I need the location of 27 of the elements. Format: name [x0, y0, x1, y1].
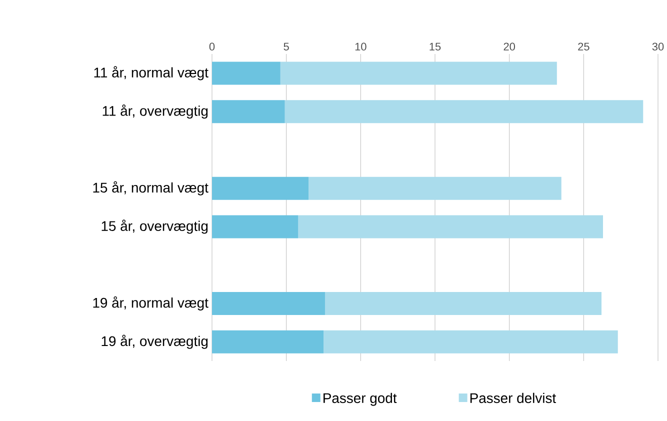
legend-label: Passer godt [324, 392, 397, 406]
bar [308, 176, 562, 200]
bar [212, 100, 285, 124]
y-tick-label: 11 år, overvægtig [102, 104, 208, 119]
bar [298, 215, 603, 238]
x-tick-label: 5 [284, 42, 289, 50]
bar [284, 100, 644, 124]
x-tick-label: 15 [430, 42, 441, 50]
bar [280, 62, 557, 85]
x-tick-label: 30 [652, 42, 664, 50]
bar [212, 292, 325, 315]
bar [212, 176, 309, 200]
bar [212, 330, 324, 354]
y-tick-label: 15 år, overvægtig [102, 220, 208, 234]
x-tick-label: 10 [355, 42, 366, 50]
y-tick-label: 19 år, normal vægt [93, 296, 208, 311]
y-tick-label: 11 år, normal vægt [94, 66, 208, 80]
bar [324, 330, 618, 354]
y-tick-label: 15 år, normal vægt [93, 181, 208, 196]
legend-label: Passer delvist [470, 392, 556, 404]
x-tick-label: 25 [578, 42, 590, 50]
x-tick-label: 20 [504, 42, 515, 50]
bar [212, 215, 298, 238]
y-tick-label: 19 år, overvægtig [102, 334, 208, 349]
bar [324, 292, 602, 315]
x-tick-label: 0 [209, 42, 215, 50]
bar [212, 62, 280, 85]
